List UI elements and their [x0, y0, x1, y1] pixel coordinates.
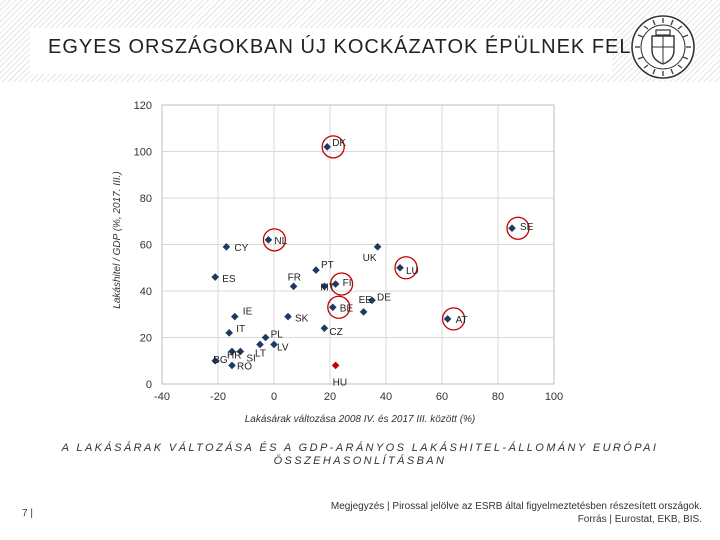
y-tick-label: 0: [146, 379, 152, 391]
point-label-ie: IE: [243, 307, 253, 318]
data-point-cy: [222, 243, 231, 251]
footnote: Megjegyzés | Pirossal jelölve az ESRB ál…: [331, 500, 702, 526]
point-label-lv: LV: [277, 342, 289, 353]
data-point-lt: [256, 340, 264, 349]
point-label-ro: RO: [237, 361, 252, 372]
data-point-de: [368, 296, 376, 305]
point-label-fi: FI: [343, 278, 352, 289]
note-text: Megjegyzés | Pirossal jelölve az ESRB ál…: [330, 501, 702, 512]
data-point-hr: [228, 347, 236, 356]
data-point-fi: [331, 280, 340, 288]
point-label-lt: LT: [255, 348, 266, 359]
highlight-circle-se: [506, 216, 530, 240]
scatter-chart: 0 20 40 60 80 100 120 -40 -20 0 20 40 60 80 100 DK SE CY…: [112, 100, 564, 425]
x-tick-label: -20: [210, 391, 226, 403]
data-point-dk: [323, 143, 331, 151]
highlight-circle-be: [327, 295, 351, 319]
highlight-circle-dk: [321, 135, 345, 159]
data-point-hu: [331, 361, 340, 370]
chart-caption: A LAKÁSÁRAK VÁLTOZÁSA ÉS A GDP-ARÁNYOS L…: [61, 442, 659, 467]
data-point-nl: [264, 236, 273, 244]
point-label-cz: CZ: [329, 327, 342, 338]
point-labels: DK SE CY NL UK LU ES FR PT FI MT EE DE BE AT IE SK IT CZ PL…: [213, 138, 533, 389]
y-tick-label: 80: [140, 193, 152, 205]
point-label-de: DE: [377, 292, 391, 303]
data-point-uk: [373, 243, 382, 251]
data-point-lu: [396, 263, 404, 272]
point-label-bg: BG: [213, 355, 228, 366]
x-tick-label: 100: [545, 391, 563, 403]
data-point-cz: [320, 324, 329, 332]
data-point-lv: [270, 340, 278, 349]
point-label-uk: UK: [363, 253, 377, 264]
data-point-ie: [231, 312, 239, 321]
point-label-be: BE: [340, 303, 354, 314]
data-point-si: [236, 347, 245, 356]
data-point-be: [329, 303, 337, 312]
highlight-circle-fi: [329, 272, 354, 296]
y-tick-label: 40: [140, 286, 152, 298]
source-text: Forrás | Eurostat, EKB, BIS.: [577, 514, 702, 525]
x-axis-label: Lakásárak változása 2008 IV. és 2017 III…: [245, 414, 476, 425]
data-point-pt: [312, 266, 320, 274]
y-tick-label: 60: [140, 240, 152, 252]
point-label-fr: FR: [288, 272, 301, 283]
central-bank-seal-icon: [630, 14, 696, 80]
point-label-pl: PL: [271, 330, 284, 341]
x-tick-label: 20: [324, 391, 336, 403]
chart-grid: [161, 104, 555, 385]
data-point-ee: [359, 308, 368, 316]
data-points: [211, 143, 516, 370]
point-label-sk: SK: [295, 314, 309, 325]
y-tick-label: 100: [134, 147, 152, 159]
point-label-dk: DK: [332, 138, 346, 149]
point-label-lu: LU: [406, 266, 419, 277]
x-tick-label: -40: [154, 391, 170, 403]
point-label-at: AT: [456, 315, 468, 326]
point-label-nl: NL: [274, 236, 287, 247]
page-number: 7 |: [22, 508, 33, 519]
y-tick-label: 120: [134, 100, 152, 112]
point-label-se: SE: [520, 222, 534, 233]
y-tick-label: 20: [140, 333, 152, 345]
data-point-it: [225, 329, 233, 337]
data-point-se: [508, 224, 516, 233]
page-title: EGYES ORSZÁGOKBAN ÚJ KOCKÁZATOK ÉPÜLNEK …: [48, 36, 632, 58]
data-point-fr: [289, 282, 298, 291]
highlight-circle-nl: [262, 228, 287, 252]
x-tick-label: 80: [492, 391, 504, 403]
highlight-circles: [262, 135, 530, 331]
point-label-si: SI: [246, 353, 255, 364]
data-point-at: [443, 315, 452, 323]
highlight-circle-at: [441, 307, 466, 331]
point-label-it: IT: [236, 324, 245, 335]
chart-axes: 0 20 40 60 80 100 120 -40 -20 0 20 40 60 80 100: [134, 100, 564, 403]
data-point-ro: [228, 361, 236, 370]
data-point-pl: [261, 333, 270, 342]
point-label-es: ES: [222, 274, 236, 285]
data-point-sk: [284, 312, 292, 321]
point-label-pt: PT: [321, 260, 334, 271]
title-panel: [30, 28, 612, 74]
point-label-cy: CY: [234, 243, 248, 254]
y-axis-label: Lakáshitel / GDP (%, 2017. III.): [112, 171, 123, 308]
plot-area-border: [161, 104, 555, 385]
data-point-mt: [320, 282, 329, 291]
x-tick-label: 40: [380, 391, 392, 403]
point-label-ee: EE: [359, 295, 373, 306]
point-label-hr: HR: [227, 350, 241, 361]
data-point-es: [211, 273, 219, 281]
x-tick-label: 60: [436, 391, 448, 403]
point-label-mt: MT: [320, 282, 334, 293]
highlight-circle-lu: [394, 256, 418, 280]
x-tick-label: 0: [271, 391, 277, 403]
point-label-hu: HU: [333, 377, 347, 388]
